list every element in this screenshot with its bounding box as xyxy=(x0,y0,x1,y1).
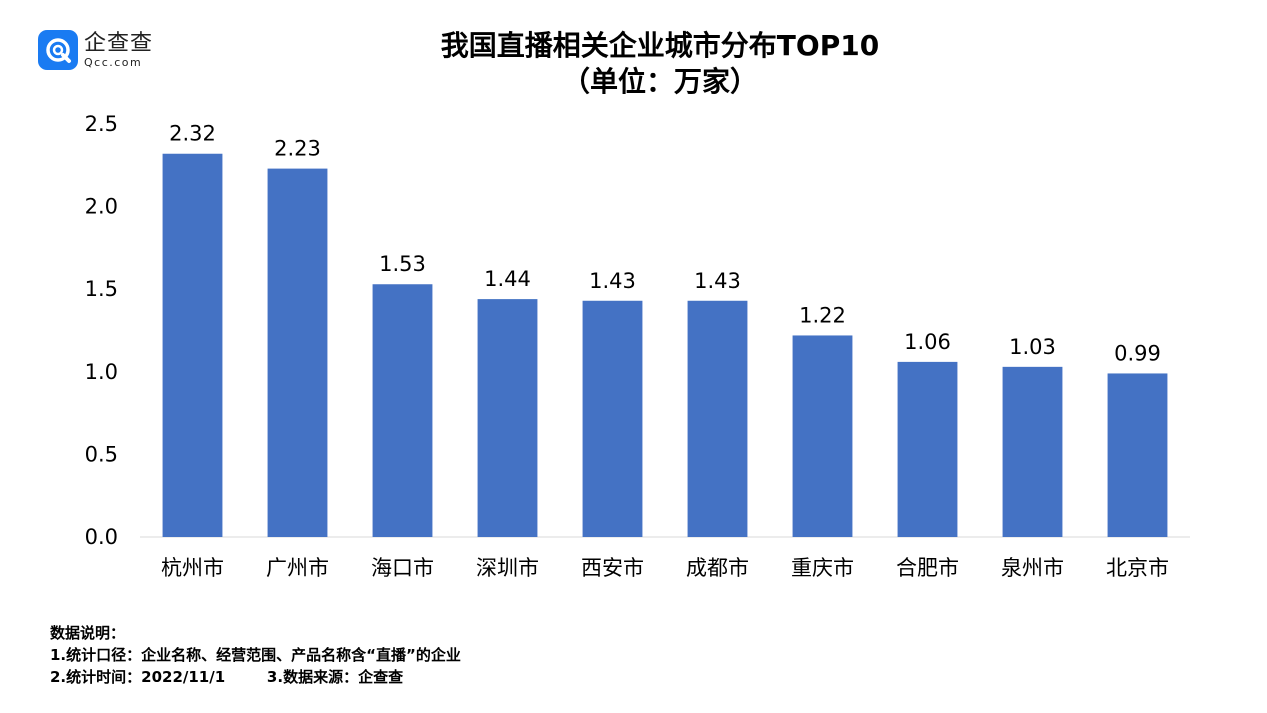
bar xyxy=(162,153,223,537)
x-tick-label: 北京市 xyxy=(1106,556,1169,580)
bar xyxy=(687,300,748,537)
brand-logo: 企查查 Qcc.com xyxy=(38,30,153,70)
logo-name-cn: 企查查 xyxy=(84,30,154,56)
bar xyxy=(1002,366,1063,537)
value-label: 1.53 xyxy=(379,252,426,276)
y-tick-label: 0.0 xyxy=(85,525,118,549)
value-label: 2.32 xyxy=(169,122,216,146)
data-notes: 数据说明： 1.统计口径：企业名称、经营范围、产品名称含“直播”的企业 2.统计… xyxy=(50,622,461,688)
y-tick-label: 1.0 xyxy=(85,360,118,384)
x-tick-label: 西安市 xyxy=(581,556,644,580)
bar xyxy=(1107,373,1168,537)
value-label: 1.03 xyxy=(1009,335,1056,359)
value-label: 1.43 xyxy=(694,269,741,293)
notes-heading: 数据说明： xyxy=(50,624,126,642)
value-label: 1.22 xyxy=(799,303,846,327)
x-tick-label: 合肥市 xyxy=(896,556,959,580)
bar xyxy=(477,299,538,537)
value-label: 1.43 xyxy=(589,269,636,293)
bar xyxy=(267,168,328,537)
chart-title-line2: （单位：万家） xyxy=(561,65,758,98)
logo-name-en: Qcc.com xyxy=(84,55,143,69)
notes-line-1: 1.统计口径：企业名称、经营范围、产品名称含“直播”的企业 xyxy=(50,646,461,664)
logo-icon xyxy=(38,30,78,70)
bar xyxy=(897,361,958,537)
x-tick-label: 泉州市 xyxy=(1001,556,1064,580)
bar xyxy=(792,335,853,537)
y-tick-label: 1.5 xyxy=(85,277,118,301)
y-tick-label: 0.5 xyxy=(85,442,118,466)
x-tick-label: 广州市 xyxy=(266,556,329,580)
chart-title-line1: 我国直播相关企业城市分布TOP10 xyxy=(440,29,880,62)
x-tick-label: 成都市 xyxy=(686,556,749,580)
value-label: 0.99 xyxy=(1114,341,1161,365)
value-label: 1.06 xyxy=(904,330,951,354)
chart-title: 我国直播相关企业城市分布TOP10 （单位：万家） xyxy=(300,28,1020,100)
x-tick-label: 重庆市 xyxy=(791,556,854,580)
x-tick-label: 杭州市 xyxy=(161,556,224,580)
y-tick-label: 2.5 xyxy=(85,112,118,136)
value-label: 2.23 xyxy=(274,137,321,161)
value-label: 1.44 xyxy=(484,267,531,291)
x-tick-label: 海口市 xyxy=(371,556,434,580)
x-tick-label: 深圳市 xyxy=(476,556,539,580)
notes-line-2: 2.统计时间：2022/11/1 3.数据来源：企查查 xyxy=(50,668,404,686)
bar xyxy=(582,300,643,537)
bar xyxy=(372,284,433,537)
y-tick-label: 2.0 xyxy=(85,195,118,219)
